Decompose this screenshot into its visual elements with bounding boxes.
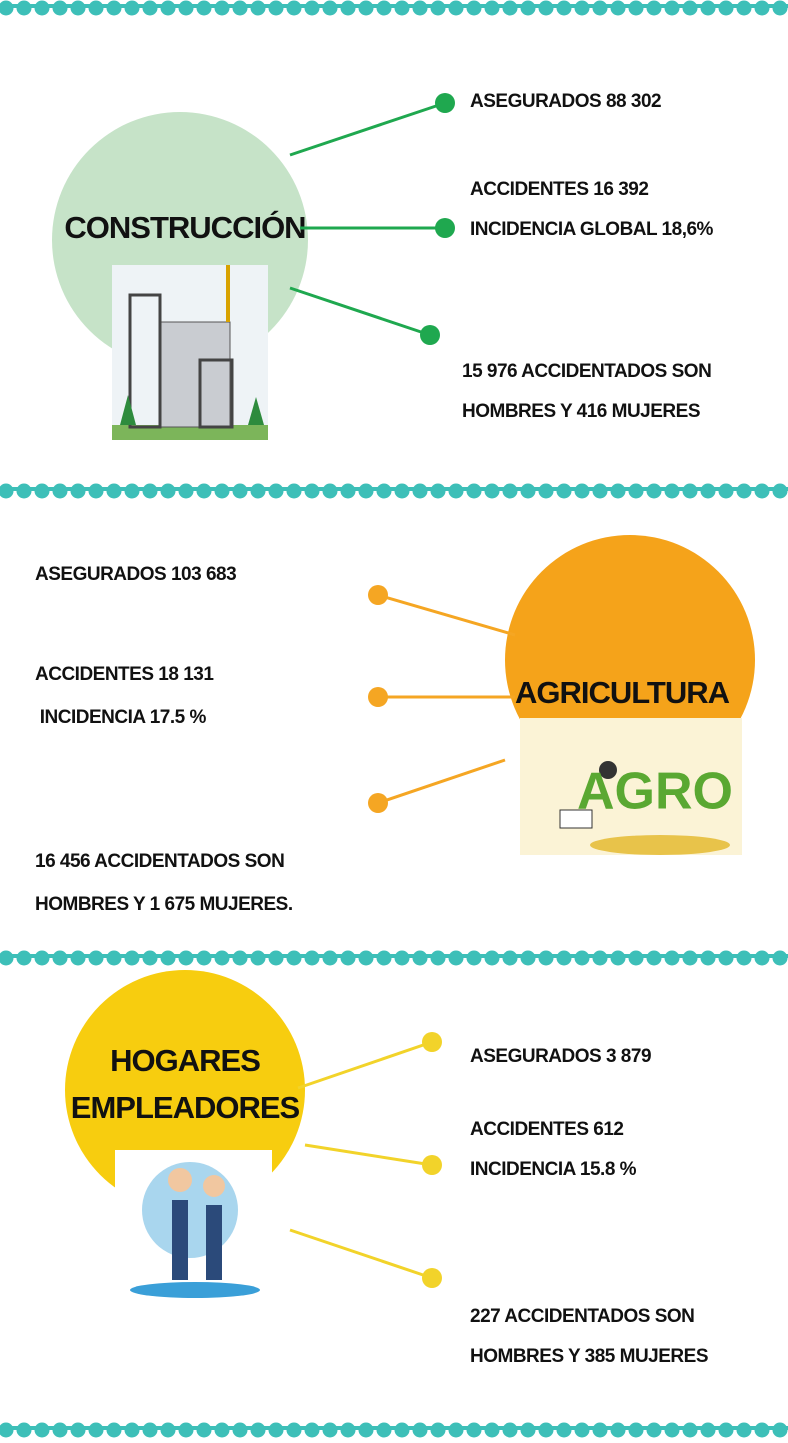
stat: INCIDENCIA 17.5 % bbox=[35, 707, 206, 728]
stat: ACCIDENTES 16 392 bbox=[470, 179, 648, 200]
section-title: AGRICULTURA bbox=[515, 675, 730, 710]
household-image bbox=[115, 1150, 272, 1300]
stat: 227 ACCIDENTADOS SON bbox=[470, 1306, 694, 1327]
stat: HOMBRES Y 385 MUJERES bbox=[470, 1346, 708, 1367]
stat: ASEGURADOS 3 879 bbox=[470, 1046, 651, 1067]
section-title: CONSTRUCCIÓN bbox=[64, 209, 305, 245]
scallop-divider bbox=[0, 950, 788, 966]
connectors bbox=[289, 1040, 433, 1280]
construction-image bbox=[112, 265, 268, 440]
stat: 16 456 ACCIDENTADOS SON bbox=[35, 851, 284, 872]
scallop-divider bbox=[0, 483, 788, 499]
stat: ASEGURADOS 103 683 bbox=[35, 564, 236, 585]
stat: INCIDENCIA 15.8 % bbox=[470, 1159, 637, 1180]
dots bbox=[422, 1032, 442, 1288]
stat: 15 976 ACCIDENTADOS SON bbox=[462, 361, 711, 382]
stat: HOMBRES Y 1 675 MUJERES. bbox=[35, 894, 293, 915]
stat: ASEGURADOS 88 302 bbox=[470, 91, 661, 112]
connectors bbox=[289, 101, 446, 337]
stat: HOMBRES Y 416 MUJERES bbox=[462, 401, 700, 422]
image-text: AGRO bbox=[577, 763, 733, 821]
section-title: EMPLEADORES bbox=[71, 1090, 300, 1125]
stat: ACCIDENTES 612 bbox=[470, 1119, 624, 1140]
stat: ACCIDENTES 18 131 bbox=[35, 664, 214, 685]
connectors bbox=[377, 593, 516, 805]
dots bbox=[420, 93, 455, 345]
scallop-divider bbox=[0, 1422, 788, 1438]
agro-image: AGRO bbox=[520, 718, 742, 855]
section-title: HOGARES bbox=[110, 1043, 260, 1078]
dots bbox=[368, 585, 388, 813]
stat: INCIDENCIA GLOBAL 18,6% bbox=[470, 219, 714, 240]
scallop-divider bbox=[0, 0, 788, 16]
